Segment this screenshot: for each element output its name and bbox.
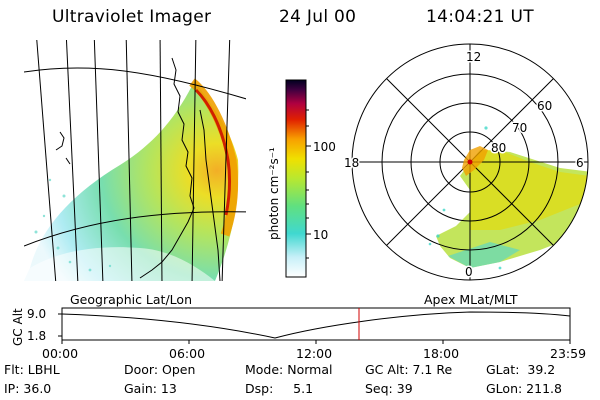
xtick-0600: 06:00 [169,346,205,361]
coastline [139,57,195,279]
instrument-title: Ultraviolet Imager [52,7,212,27]
lat-label-70: 70 [512,121,527,135]
info-glon: GLon: 211.8 [486,381,562,396]
emission-region [24,80,239,281]
info-gain: Gain: 13 [124,381,177,396]
date-label: 24 Jul 00 [279,7,357,27]
colorbar [285,79,307,278]
altitude-plot-frame [61,307,571,341]
info-gc-alt: GC Alt: 7.1 Re [365,362,453,377]
info-dsp: Dsp: 5.1 [245,381,314,396]
info-flt: Flt: LBHL [4,362,60,377]
info-door: Door: Open [124,362,196,377]
info-mode: Mode: Normal [245,362,333,377]
auroral-arc [189,78,239,237]
mlt-label-0: 0 [465,265,473,279]
lat-label-80: 80 [491,141,506,155]
auroral-arc-peak [194,88,231,216]
geographic-panel-label: Geographic Lat/Lon [70,292,192,307]
longitude-grid [36,40,231,281]
xtick-1800: 18:00 [423,346,459,361]
info-ip: IP: 36.0 [4,381,52,396]
colorbar-unit-label: photon cm⁻²s⁻¹ [267,147,281,240]
colorbar-ticks [306,109,311,259]
apex-panel-label: Apex MLat/MLT [424,292,518,307]
geographic-image [24,40,246,281]
altitude-ylabel: GC Alt [11,308,25,346]
mlt-label-6: 6 [576,156,584,170]
time-label: 14:04:21 UT [426,7,534,27]
latitude-grid [24,67,246,247]
colorbar-tick-100: 100 [313,140,336,154]
altitude-xticks [61,340,571,344]
mlt-label-12: 12 [466,50,481,64]
xtick-0000: 00:00 [42,346,78,361]
xtick-1200: 12:00 [296,346,332,361]
xtick-2359: 23:59 [550,346,586,361]
info-seq: Seq: 39 [365,381,413,396]
colorbar-tick-10: 10 [313,228,328,242]
lat-label-60: 60 [537,99,552,113]
polar-plot [351,43,589,281]
altitude-curve [61,311,571,339]
info-glat: GLat: 39.2 [486,362,556,377]
altitude-ytick-9: 9.0 [27,307,46,321]
altitude-ytick-1-8: 1.8 [27,329,46,343]
mlt-label-18: 18 [344,156,359,170]
